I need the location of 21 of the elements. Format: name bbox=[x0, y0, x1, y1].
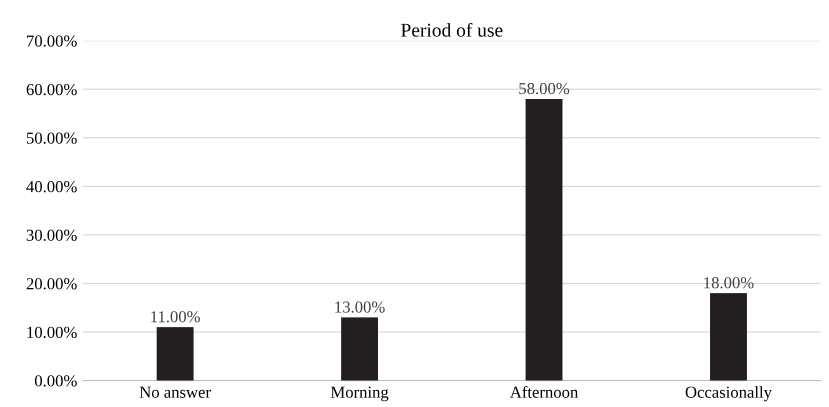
data-label: 11.00% bbox=[151, 311, 200, 322]
x-tick-label: No answer bbox=[140, 386, 211, 398]
y-tick-label: 0.00% bbox=[34, 375, 77, 387]
bar bbox=[341, 317, 378, 381]
x-tick-label: Morning bbox=[330, 386, 388, 402]
y-tick-label: 40.00% bbox=[26, 181, 77, 192]
data-label: 58.00% bbox=[519, 82, 570, 94]
chart-title: Period of use bbox=[401, 22, 502, 37]
y-tick-label: 70.00% bbox=[27, 35, 77, 47]
y-tick-label: 60.00% bbox=[26, 84, 77, 96]
y-tick-label: 10.00% bbox=[27, 326, 77, 338]
y-tick-label: 20.00% bbox=[26, 278, 77, 290]
bar bbox=[710, 293, 747, 381]
x-tick-label: Occasionally bbox=[686, 386, 772, 402]
bar bbox=[156, 327, 194, 381]
y-tick-label: 30.00% bbox=[26, 230, 77, 241]
data-label: 18.00% bbox=[704, 277, 754, 288]
x-tick-label: Afternoon bbox=[510, 386, 578, 398]
data-label: 13.00% bbox=[335, 301, 385, 313]
bar bbox=[526, 98, 562, 381]
y-tick-label: 50.00% bbox=[26, 132, 77, 144]
